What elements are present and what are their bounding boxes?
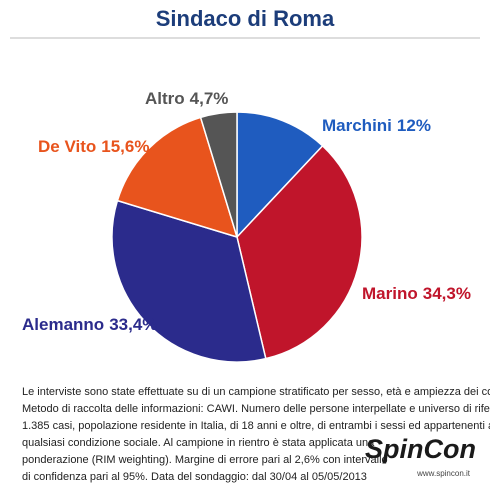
category-name: Altro (145, 89, 185, 108)
pie (111, 111, 363, 363)
value-label: 15,6% (101, 137, 149, 156)
slice-label: Marino 34,3% (362, 284, 471, 303)
footnote-line: Metodo di raccolta delle informazioni: C… (22, 403, 490, 415)
pie-slice (116, 116, 239, 239)
slice-label: Altro 4,7% (145, 89, 228, 108)
category-name: De Vito (38, 137, 96, 156)
pie-slice (111, 199, 267, 363)
slice-label: De Vito 15,6% (38, 137, 149, 156)
value-label: 34,3% (423, 284, 471, 303)
source-logo: SpinCon (365, 434, 476, 464)
pie-slice (236, 111, 324, 239)
footnote-line: Le interviste sono state effettuate su d… (22, 386, 490, 398)
labels: Marchini 12% Marino 34,3% Alemanno 33,4% De Vi… (22, 89, 471, 334)
slice-label: Alemanno 33,4% (22, 315, 157, 334)
value-label: 33,4% (109, 315, 157, 334)
category-name: Alemanno (22, 315, 104, 334)
chart-title: Sindaco di Roma (156, 6, 335, 31)
source-url: www.spincon.it (416, 469, 471, 478)
category-name: Marino (362, 284, 418, 303)
slice-label: Marchini 12% (322, 116, 431, 135)
footnote-line: di confidenza pari al 95%. Data del sond… (22, 471, 367, 483)
footnote: Le interviste sono state effettuate su d… (22, 386, 490, 483)
footnote-line: 1.385 casi, popolazione residente in Ita… (22, 420, 490, 432)
footnote-line: ponderazione (RIM weighting). Margine di… (22, 454, 388, 466)
value-label: 4,7% (190, 89, 229, 108)
category-name: Marchini (322, 116, 392, 135)
pie-slice (236, 144, 363, 360)
footnote-line: qualsiasi condizione sociale. Al campion… (22, 437, 375, 449)
pie-slice (199, 111, 238, 238)
value-label: 12% (397, 116, 431, 135)
